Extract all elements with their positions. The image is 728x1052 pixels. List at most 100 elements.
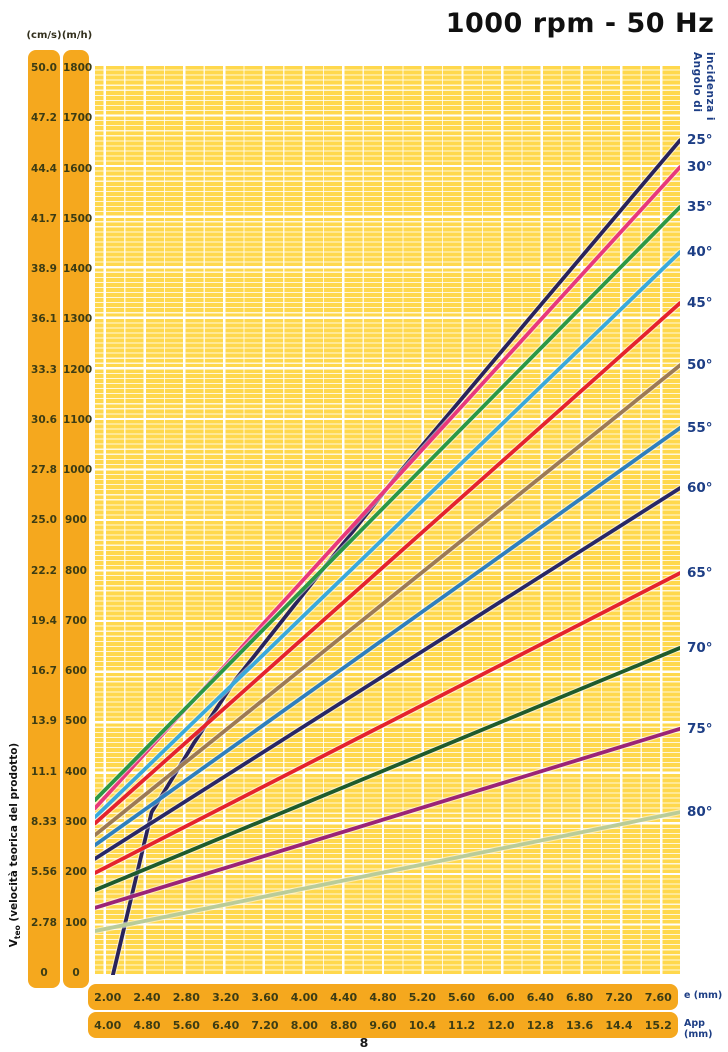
y-axis-value-mh: 300 — [65, 815, 87, 828]
x-axis-value-e: 7.60 — [644, 990, 672, 1004]
x-axis-value-e: 3.60 — [251, 990, 279, 1004]
x-axis-value-e: 4.40 — [330, 990, 358, 1004]
x-axis-value-app: 13.6 — [566, 1018, 594, 1032]
y-axis-value-mh: 1200 — [63, 363, 93, 376]
y-axis-column-mh: 1800 1700 1600 1500 1400 1300 1200 1100 1000 900 8… — [63, 50, 93, 988]
series-line-80 — [93, 810, 682, 933]
x-axis-value-app: 14.4 — [605, 1018, 633, 1032]
y-axis-value-mh: 1400 — [63, 263, 93, 276]
y-axis-value-cms: 27.8 — [31, 464, 57, 477]
x-axis-value-e: 4.00 — [290, 990, 318, 1004]
y-axis-value-cms: 5.56 — [31, 866, 57, 879]
y-axis-value-mh: 1800 — [63, 62, 93, 74]
angle-label-80: 80° — [687, 804, 713, 821]
x-axis-value-e: 6.40 — [526, 990, 554, 1004]
y-axis-value-cms: 8.33 — [31, 815, 57, 828]
angle-label-30: 30° — [687, 159, 713, 176]
series-line-60 — [93, 486, 682, 861]
y-axis-value-cms: 44.4 — [31, 162, 57, 175]
y-axis-value-mh: 600 — [65, 665, 87, 678]
x-axis-value-app: 15.2 — [644, 1018, 672, 1032]
series-line-65 — [93, 571, 682, 875]
page-title: 1000 rpm - 50 Hz — [445, 8, 715, 39]
y-axis-value-mh: 200 — [65, 866, 87, 879]
y-axis-value-mh: 1500 — [63, 212, 93, 225]
x-axis-value-e: 5.20 — [408, 990, 436, 1004]
x-axis-value-e: 6.80 — [566, 990, 594, 1004]
y-axis-value-cms: 30.6 — [31, 413, 57, 426]
x-axis-value-e: 7.20 — [605, 990, 633, 1004]
x-axis-value-app: 9.60 — [369, 1018, 397, 1032]
x-axis-value-app: 10.4 — [408, 1018, 436, 1032]
y-axis-value-cms: 11.1 — [31, 765, 57, 778]
page-number: 8 — [359, 1035, 369, 1050]
x-axis-value-e: 2.00 — [94, 990, 122, 1004]
x-axis-label-app: App (mm) — [684, 1018, 713, 1040]
x-axis-value-e: 2.40 — [133, 990, 161, 1004]
y-axis-value-cms: 0 — [40, 966, 48, 979]
angle-label-65: 65° — [687, 565, 713, 582]
y-axis-value-mh: 400 — [65, 765, 87, 778]
x-axis-value-app: 8.00 — [290, 1018, 318, 1032]
series-line-70 — [93, 646, 682, 892]
angle-label-55: 55° — [687, 419, 713, 436]
angle-label-45: 45° — [687, 295, 713, 312]
y-axis-value-cms: 19.4 — [31, 614, 57, 627]
y-axis-value-cms: 47.2 — [31, 112, 57, 125]
legend-title-line2: incidenza i — [704, 52, 716, 121]
x-axis-value-e: 2.80 — [172, 990, 200, 1004]
series-line-55 — [93, 426, 682, 847]
x-axis-value-app: 4.00 — [94, 1018, 122, 1032]
y-axis-value-mh: 1000 — [63, 464, 93, 477]
x-axis-value-app: 12.8 — [526, 1018, 554, 1032]
legend-title: Angolo di incidenza i — [690, 52, 716, 202]
y-axis-value-cms: 38.9 — [31, 263, 57, 276]
y-axis-value-cms: 25.0 — [31, 514, 57, 527]
y-axis-value-cms: 33.3 — [31, 363, 57, 376]
x-axis-row-e: 2.00 2.40 2.80 3.20 3.60 4.00 4.40 4.80 5.20 5.60… — [88, 984, 678, 1010]
x-axis-value-app: 4.80 — [133, 1018, 161, 1032]
y-axis-value-mh: 1600 — [63, 162, 93, 175]
x-axis-value-app: 6.40 — [212, 1018, 240, 1032]
series-line-40 — [93, 250, 682, 820]
y-axis-value-cms: 22.2 — [31, 564, 57, 577]
series-line-45 — [93, 301, 682, 826]
y-axis-value-mh: 500 — [65, 715, 87, 728]
angle-label-50: 50° — [687, 357, 713, 374]
chart-plot-area — [92, 63, 683, 978]
y-axis-value-mh: 100 — [65, 916, 87, 929]
x-axis-row-app: 4.00 4.80 5.60 6.40 7.20 8.00 8.80 9.60 10.4 11.2… — [88, 1012, 678, 1038]
y-axis-value-mh: 800 — [65, 564, 87, 577]
x-axis-value-e: 3.20 — [212, 990, 240, 1004]
x-axis-value-app: 8.80 — [330, 1018, 358, 1032]
y-axis-value-mh: 700 — [65, 614, 87, 627]
y-axis-title: Vteo (velocità teorica del prodotto) — [8, 742, 23, 948]
series-line-35 — [93, 205, 682, 802]
angle-label-60: 60° — [687, 480, 713, 497]
y-axis-column-cms: 50.0 47.2 44.4 41.7 38.9 36.1 33.3 30.6 27.8 25.0… — [28, 50, 60, 988]
angle-label-35: 35° — [687, 199, 713, 216]
x-axis-value-app: 12.0 — [487, 1018, 515, 1032]
angle-label-25: 25° — [687, 132, 713, 149]
x-axis-value-app: 11.2 — [448, 1018, 476, 1032]
series-line-75 — [93, 726, 682, 910]
x-axis-value-app: 7.20 — [251, 1018, 279, 1032]
y-axis-unit-cms: (cm/s) — [26, 30, 62, 41]
series-line-50 — [93, 363, 682, 837]
y-axis-value-mh: 1300 — [63, 313, 93, 326]
angle-label-40: 40° — [687, 244, 713, 261]
x-axis-value-e: 6.00 — [487, 990, 515, 1004]
y-axis-unit-mh: (m/h) — [61, 30, 93, 41]
x-axis-value-e: 5.60 — [448, 990, 476, 1004]
y-axis-value-cms: 41.7 — [31, 212, 57, 225]
y-axis-value-mh: 0 — [72, 966, 80, 979]
x-axis-label-e: e (mm) — [684, 990, 723, 1001]
x-axis-value-app: 5.60 — [172, 1018, 200, 1032]
y-axis-value-cms: 16.7 — [31, 665, 57, 678]
angle-label-75: 75° — [687, 720, 713, 737]
chart-canvas — [92, 63, 683, 978]
y-axis-value-cms: 13.9 — [31, 715, 57, 728]
legend-title-line1: Angolo di — [691, 52, 703, 113]
y-axis-value-mh: 1700 — [63, 112, 93, 125]
y-axis-value-mh: 900 — [65, 514, 87, 527]
